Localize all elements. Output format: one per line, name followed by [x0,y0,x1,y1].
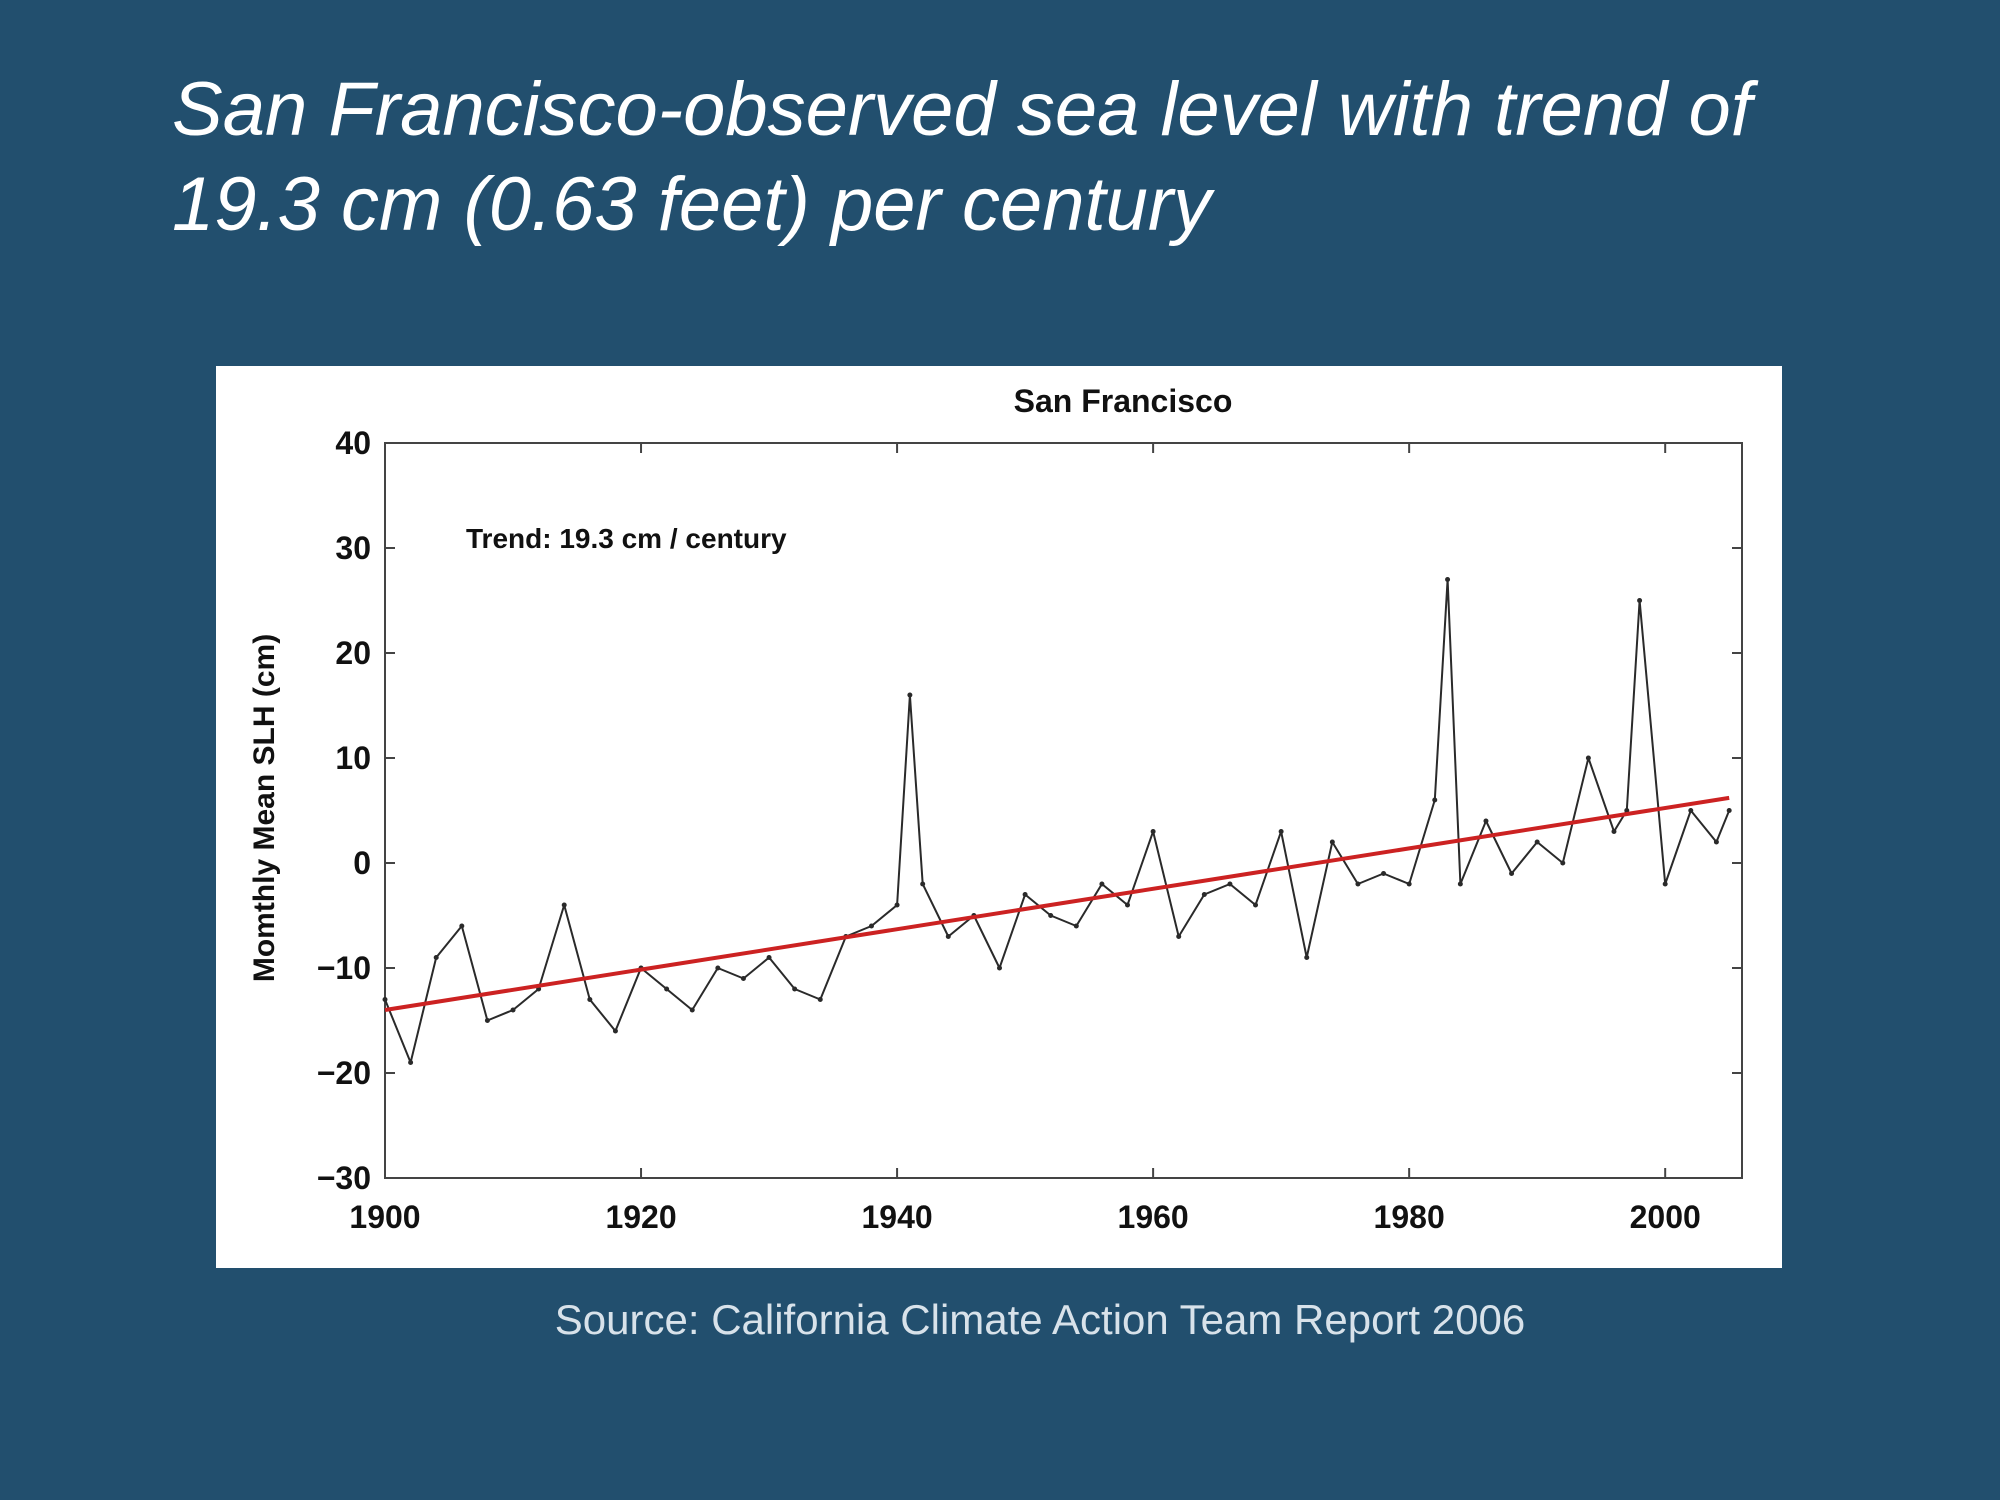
data-point [510,1007,516,1013]
x-tick-label-1900: 1900 [349,1199,420,1235]
data-point [1355,881,1361,887]
data-point [868,923,874,929]
x-tick-label-1960: 1960 [1118,1199,1189,1235]
data-point [1278,829,1284,834]
data-point [1432,797,1438,803]
axis-ticks: 1900 1920 1940 1960 1980 2000 −30 −20 −10 0 10 20 30… [317,425,1742,1235]
y-tick-label--10: −10 [317,950,371,986]
data-point [612,1028,618,1034]
data-point [920,881,926,887]
chart-panel: San Francisco Trend: 19.3 cm / century M… [216,366,1782,1268]
data-point [1304,955,1310,960]
data-point [1201,892,1207,897]
data-point [1662,881,1668,887]
data-point [1125,902,1131,908]
data-point [1329,839,1335,845]
data-point [408,1060,414,1065]
y-tick-label-30: 30 [335,530,371,566]
data-point [1624,808,1630,813]
data-point [766,955,772,960]
sea-level-series-line [384,578,1731,1064]
data-point [689,1007,695,1013]
plot-frame [384,442,1743,1179]
x-tick-label-1940: 1940 [861,1199,932,1235]
y-tick-label-10: 10 [335,740,371,776]
data-point [1688,808,1694,813]
data-point [1726,808,1732,813]
data-point [945,934,951,939]
x-tick-label-1980: 1980 [1374,1199,1445,1235]
data-point [1048,913,1054,918]
slide-title-line-2: 19.3 cm (0.63 feet) per century [172,162,1212,247]
data-point [894,902,900,908]
data-point [382,997,388,1002]
sea-level-chart: San Francisco Trend: 19.3 cm / century M… [248,383,1743,1235]
data-point [1483,818,1489,824]
data-point [996,965,1002,971]
data-point [1073,923,1079,929]
x-tick-label-2000: 2000 [1630,1199,1701,1235]
data-point [1637,598,1643,603]
data-point [433,955,439,960]
data-point [1534,839,1540,845]
data-point [1457,881,1463,887]
data-point [1381,871,1387,876]
data-point [587,997,593,1002]
trend-line [384,795,1730,1012]
data-point [1176,934,1182,939]
data-point [817,997,823,1002]
trend-annotation: Trend: 19.3 cm / century [466,523,787,554]
y-tick-label-0: 0 [353,845,371,881]
data-point [1585,755,1591,761]
data-point [484,1018,490,1023]
series-group [382,577,1732,1065]
data-point [1227,881,1233,887]
y-tick-label-20: 20 [335,635,371,671]
data-point [1560,860,1566,866]
data-point [740,976,746,981]
x-tick-label-1920: 1920 [605,1199,676,1235]
slide-title-line-1: San Francisco-observed sea level with tr… [172,67,1752,152]
data-point [1611,829,1617,834]
data-point [1022,892,1028,897]
data-point [1406,881,1412,887]
y-tick-label--30: −30 [317,1160,371,1196]
data-point [1713,839,1719,845]
data-point [1099,881,1105,887]
slide-title: San Francisco-observed sea level with tr… [172,62,1872,252]
data-point [1253,902,1259,908]
source-note: Source: California Climate Action Team R… [554,1296,1526,1343]
y-tick-label-40: 40 [335,425,371,461]
chart-title: San Francisco [1014,383,1233,419]
data-point [715,965,721,971]
y-axis-label: Momthly Mean SLH (cm) [248,634,281,982]
data-point [459,923,465,929]
data-point [664,986,670,992]
data-point [1509,871,1515,876]
data-point [907,692,913,698]
y-tick-label--20: −20 [317,1055,371,1091]
data-point [1150,829,1156,834]
data-point [792,986,798,992]
data-point [1445,577,1451,582]
data-point [561,902,567,908]
